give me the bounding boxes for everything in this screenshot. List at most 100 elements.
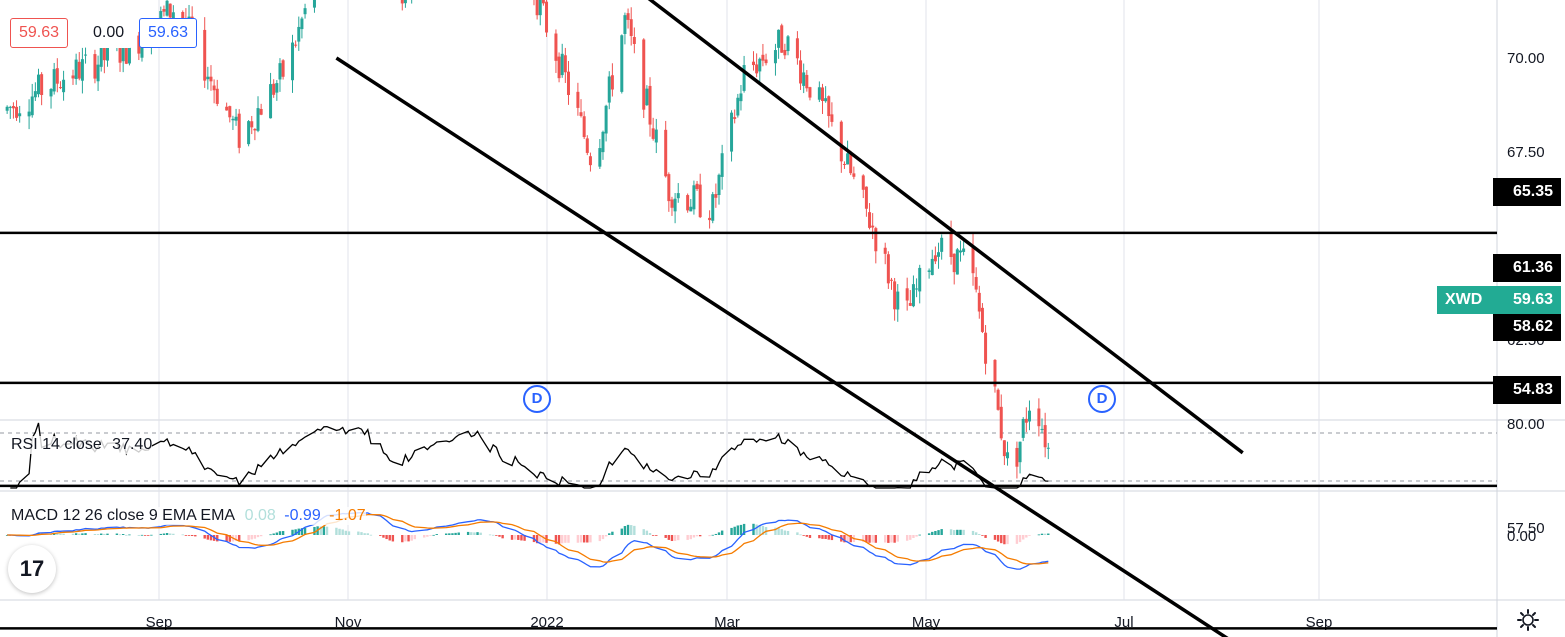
macd-hist-value: 0.08 (244, 507, 276, 524)
tradingview-logo[interactable]: 17 (8, 545, 56, 593)
macd-histogram-bar (865, 535, 868, 543)
macd-histogram-bar (971, 530, 975, 535)
macd-signal-line (7, 513, 1049, 565)
macd-histogram-bar (278, 531, 282, 535)
candle-body (664, 129, 668, 177)
macd-legend[interactable]: MACD 12 26 close 9 EMA EMA 0.08 -0.99 -1… (11, 507, 366, 525)
ohlc-open: 59.63 (10, 18, 69, 48)
candle-body (225, 106, 229, 111)
candle-body (58, 87, 62, 89)
macd-histogram-bar (313, 526, 316, 535)
macd-histogram-bar (630, 525, 633, 535)
macd-histogram-bar (100, 533, 103, 535)
x-tick-label: May (912, 614, 941, 631)
macd-histogram-bar (677, 535, 680, 541)
macd-histogram-bar (608, 533, 611, 535)
macd-histogram-bar (194, 535, 197, 537)
candle-body (695, 183, 699, 190)
candle-body (868, 212, 872, 228)
macd-histogram-bar (670, 535, 674, 542)
macd-histogram-bar (1025, 535, 1028, 538)
macd-histogram-bar (203, 535, 206, 539)
macd-histogram-bar (269, 534, 272, 536)
macd-name: MACD 12 26 close 9 EMA EMA (11, 507, 235, 524)
candle-body (949, 233, 953, 258)
macd-histogram-bar (909, 535, 912, 540)
candle-body (864, 186, 868, 209)
candle-body (999, 406, 1003, 439)
macd-histogram-bar (799, 534, 802, 536)
candle-body (911, 284, 915, 307)
macd-histogram-bar (786, 530, 790, 535)
macd-histogram-bar (300, 528, 304, 535)
candle-body (773, 50, 777, 64)
macd-histogram-bar (344, 530, 348, 535)
macd-histogram-bar (686, 535, 689, 540)
macd-histogram-bar (564, 535, 567, 543)
candle-body (209, 76, 213, 82)
candle-body (758, 58, 762, 72)
macd-histogram-bar (234, 535, 238, 541)
macd-histogram-bar (429, 535, 432, 536)
y-tick-label: 70.00 (1507, 50, 1545, 67)
candle-body (752, 61, 756, 66)
macd-histogram-bar (118, 534, 122, 536)
candle-body (883, 247, 887, 254)
candle-body (294, 44, 298, 46)
candle-body (842, 163, 846, 165)
dividend-marker[interactable]: D (1088, 385, 1116, 413)
candle-body (400, 0, 404, 4)
macd-histogram-bar (623, 526, 627, 535)
macd-histogram-bar (733, 526, 736, 535)
macd-histogram-bar (780, 529, 783, 535)
macd-histogram-bar (492, 534, 495, 536)
macd-histogram-bar (689, 535, 692, 540)
candle-body (799, 60, 803, 84)
ticker-badge: XWD 59.63 (1437, 286, 1561, 314)
macd-histogram-bar (498, 535, 501, 537)
candle-body (231, 118, 235, 121)
candle-body (1006, 452, 1010, 459)
macd-histogram-bar (281, 531, 285, 535)
y-tick-label: 57.50 (1507, 520, 1545, 537)
candle-body (1027, 410, 1031, 422)
macd-histogram-bar (535, 535, 539, 544)
candle-body (1043, 425, 1047, 448)
candle-body (272, 83, 276, 95)
rsi-legend[interactable]: RSI 14 close 37.40 (11, 436, 153, 454)
macd-histogram-bar (561, 535, 564, 544)
candle-body (927, 270, 931, 272)
macd-histogram-bar (692, 535, 696, 538)
dividend-marker[interactable]: D (523, 385, 551, 413)
candle-body (930, 258, 934, 276)
candle-body (802, 72, 806, 86)
candle-body (541, 0, 545, 4)
macd-histogram-bar (739, 524, 743, 535)
candle-body (585, 138, 589, 153)
candle-body (714, 194, 718, 198)
macd-histogram-bar (1006, 535, 1009, 545)
candle-body (889, 279, 893, 281)
macd-histogram-bar (539, 535, 542, 543)
candle-body (742, 65, 746, 91)
candle-body (824, 98, 828, 102)
candle-body (137, 35, 141, 54)
macd-histogram-bar (291, 529, 294, 535)
candle-body (121, 37, 125, 62)
candle-body (1046, 447, 1050, 449)
macd-histogram-bar (824, 535, 827, 540)
macd-histogram-bar (172, 533, 175, 535)
candle-body (582, 116, 586, 138)
level-badge-61: 61.36 (1493, 254, 1561, 282)
candle-body (84, 54, 88, 56)
macd-histogram-bar (56, 533, 59, 535)
candle-body (720, 153, 724, 177)
candle-body (215, 88, 219, 104)
candle-body (623, 15, 627, 34)
gear-icon[interactable] (1516, 608, 1540, 632)
macd-histogram-bar (567, 535, 570, 543)
macd-histogram-bar (1000, 535, 1003, 544)
candle-body (212, 85, 216, 91)
candle-body (795, 38, 799, 59)
